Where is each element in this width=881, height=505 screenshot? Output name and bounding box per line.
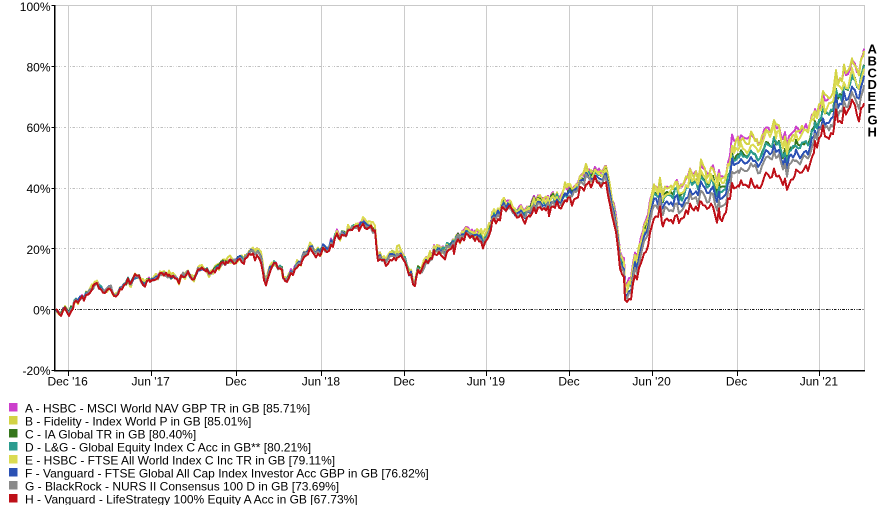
- svg-text:Jun '17: Jun '17: [132, 374, 171, 388]
- svg-text:-20%: -20%: [22, 364, 50, 378]
- svg-text:20%: 20%: [26, 243, 50, 257]
- svg-text:A: A: [868, 42, 878, 57]
- svg-text:D - L&G - Global Equity Index: D - L&G - Global Equity Index C Acc in G…: [25, 441, 311, 455]
- svg-text:G - BlackRock - NURS II Consen: G - BlackRock - NURS II Consensus 100 D …: [25, 480, 339, 494]
- svg-text:Jun '19: Jun '19: [467, 374, 506, 388]
- svg-text:A - HSBC - MSCI World NAV GBP: A - HSBC - MSCI World NAV GBP TR in GB […: [25, 402, 310, 416]
- svg-text:H: H: [868, 125, 877, 140]
- svg-text:Dec: Dec: [726, 374, 747, 388]
- svg-text:100%: 100%: [20, 0, 51, 14]
- svg-text:Dec: Dec: [225, 374, 246, 388]
- svg-text:F: F: [868, 101, 876, 116]
- svg-text:Dec: Dec: [558, 374, 579, 388]
- svg-text:80%: 80%: [26, 61, 50, 75]
- svg-text:C - IA Global TR in GB [80.40%: C - IA Global TR in GB [80.40%]: [25, 428, 196, 442]
- svg-text:B - Fidelity - Index World P i: B - Fidelity - Index World P in GB [85.0…: [25, 415, 251, 429]
- svg-text:Dec: Dec: [393, 374, 414, 388]
- svg-text:60%: 60%: [26, 121, 50, 135]
- svg-text:E - HSBC - FTSE All World Inde: E - HSBC - FTSE All World Index C Inc TR…: [25, 454, 335, 468]
- svg-text:C: C: [868, 65, 878, 80]
- svg-text:E: E: [868, 89, 877, 104]
- svg-text:F - Vanguard - FTSE Global All: F - Vanguard - FTSE Global All Cap Index…: [25, 467, 429, 481]
- svg-text:H - Vanguard - LifeStrategy 10: H - Vanguard - LifeStrategy 100% Equity …: [25, 493, 358, 505]
- svg-text:D: D: [868, 77, 877, 92]
- svg-text:Jun '20: Jun '20: [632, 374, 671, 388]
- svg-text:0%: 0%: [33, 304, 51, 318]
- svg-text:Jun '21: Jun '21: [800, 374, 839, 388]
- svg-text:B: B: [868, 54, 877, 69]
- svg-text:Jun '18: Jun '18: [302, 374, 341, 388]
- svg-text:G: G: [868, 113, 878, 128]
- svg-text:Dec '16: Dec '16: [47, 374, 88, 388]
- svg-text:40%: 40%: [26, 182, 50, 196]
